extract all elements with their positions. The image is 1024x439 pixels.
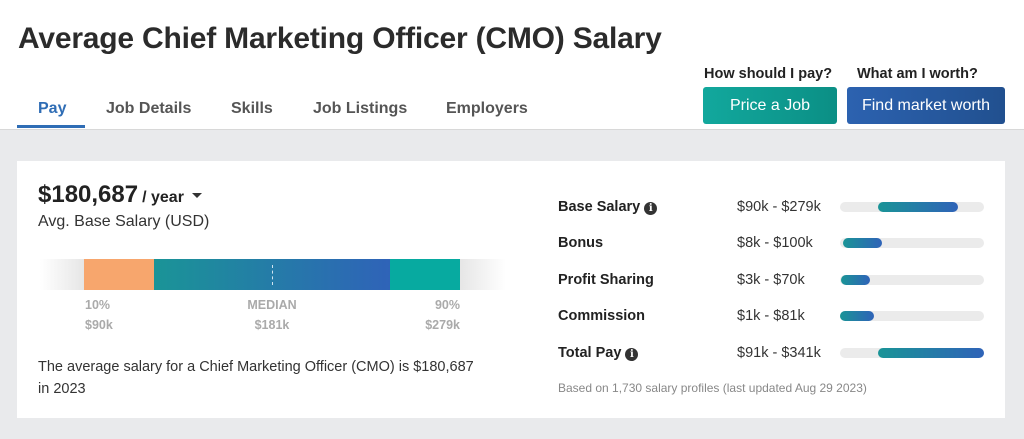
breakdown-range-profit-sharing: $3k - $70k (737, 272, 805, 288)
page-title: Average Chief Marketing Officer (CMO) Sa… (18, 22, 662, 55)
tab-job-listings[interactable]: Job Listings (313, 100, 408, 117)
distribution-high-segment (390, 259, 460, 290)
breakdown-label-text: Base Salary (558, 199, 641, 215)
tab-job-details[interactable]: Job Details (106, 100, 192, 117)
breakdown-label-text: Commission (558, 308, 646, 324)
salary-label: Avg. Base Salary (USD) (38, 213, 210, 230)
breakdown-bar-fill (840, 311, 875, 321)
breakdown-range-total-pay: $91k - $341k (737, 345, 821, 361)
breakdown-range-bonus: $8k - $100k (737, 235, 813, 251)
p90-value: $279k (425, 318, 460, 332)
distribution-fade-left (40, 259, 84, 290)
distribution-low-segment (84, 259, 154, 290)
breakdown-bar-fill (878, 348, 984, 358)
breakdown-label-total-pay: Total Pay i (558, 345, 639, 361)
breakdown-bar-commission (840, 311, 984, 321)
breakdown-bar-fill (843, 238, 883, 248)
breakdown-range-base-salary: $90k - $279k (737, 199, 821, 215)
p10-label: 10% (85, 298, 111, 312)
breakdown-label-commission: Commission (558, 308, 645, 324)
caret-down-icon[interactable] (191, 193, 202, 199)
breakdown-bar-total-pay (840, 348, 984, 358)
breakdown-label-base-salary: Base Salary i (558, 199, 658, 215)
breakdown-label-text: Total Pay (558, 345, 622, 361)
find-market-worth-button[interactable]: Find market worth (847, 87, 1005, 124)
average-salary: $180,687/ year (38, 181, 202, 209)
data-source-note: Based on 1,730 salary profiles (last upd… (558, 381, 867, 395)
breakdown-bar-profit-sharing (840, 275, 984, 285)
breakdown-range-commission: $1k - $81k (737, 308, 805, 324)
median-marker (272, 265, 273, 285)
breakdown-bar-fill (878, 202, 958, 212)
price-a-job-button[interactable]: Price a Job (703, 87, 837, 124)
breakdown-bar-fill (841, 275, 870, 285)
info-icon[interactable]: i (625, 348, 639, 361)
median-value: $181k (254, 318, 290, 332)
breakdown-bar-base-salary (840, 202, 984, 212)
info-icon[interactable]: i (644, 202, 658, 215)
p90-label: 90% (434, 298, 460, 312)
tab-pay[interactable]: Pay (38, 100, 67, 117)
price-question: How should I pay? (704, 66, 833, 82)
breakdown-label-bonus: Bonus (558, 235, 603, 251)
p10-value: $90k (85, 318, 113, 332)
breakdown-label-text: Bonus (558, 235, 604, 251)
period-selector[interactable]: / year (142, 189, 184, 206)
active-tab-indicator (17, 125, 85, 128)
distribution-fade-right (460, 259, 506, 290)
worth-question: What am I worth? (857, 66, 978, 82)
salary-amount: $180,687 (38, 181, 139, 208)
salary-summary: The average salary for a Chief Marketing… (38, 359, 474, 397)
median-label: MEDIAN (247, 298, 297, 312)
tab-employers[interactable]: Employers (446, 100, 528, 117)
tab-skills[interactable]: Skills (231, 100, 273, 117)
breakdown-label-profit-sharing: Profit Sharing (558, 272, 654, 288)
breakdown-bar-bonus (840, 238, 984, 248)
breakdown-label-text: Profit Sharing (558, 272, 654, 288)
